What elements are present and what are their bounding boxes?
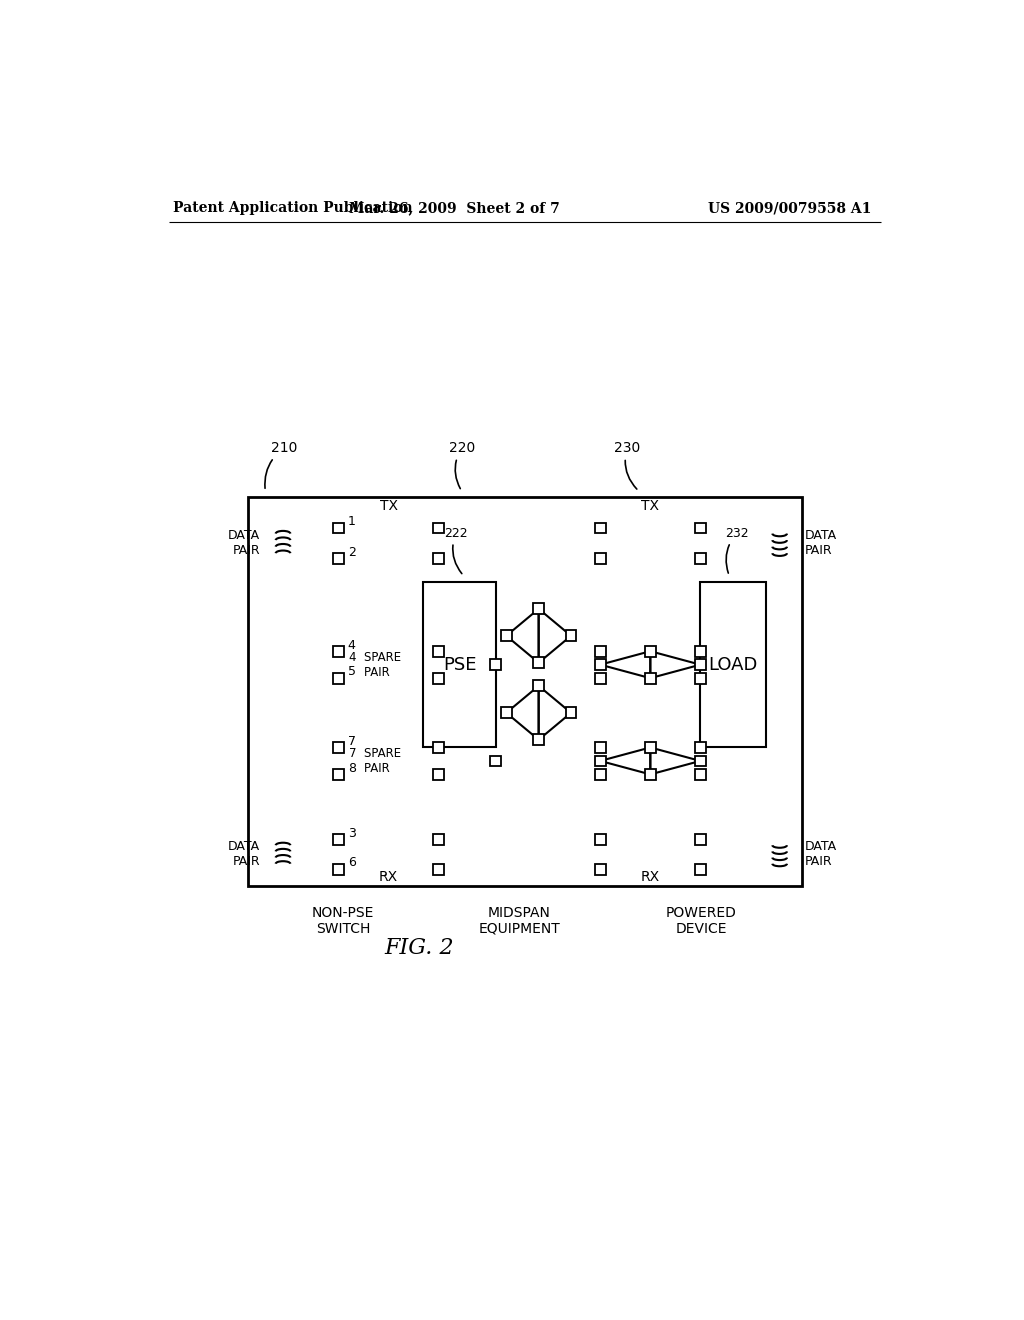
Text: DATA
PAIR: DATA PAIR <box>227 529 260 557</box>
Bar <box>490 659 501 671</box>
Text: DATA
PAIR: DATA PAIR <box>227 841 260 869</box>
Bar <box>695 834 706 845</box>
Bar <box>565 631 577 642</box>
Text: 232: 232 <box>725 527 749 573</box>
Bar <box>501 631 512 642</box>
Bar <box>595 834 605 845</box>
Text: 4: 4 <box>348 639 355 652</box>
Text: POWERED
DEVICE: POWERED DEVICE <box>666 906 736 936</box>
Bar <box>695 863 706 875</box>
Text: RX: RX <box>641 870 659 884</box>
Bar <box>433 673 444 684</box>
Bar <box>423 582 497 747</box>
Bar <box>490 755 501 767</box>
Bar <box>595 742 605 752</box>
Bar <box>595 673 605 684</box>
Text: 5: 5 <box>348 665 355 678</box>
Text: RX: RX <box>379 870 398 884</box>
Bar <box>695 742 706 752</box>
Text: US 2009/0079558 A1: US 2009/0079558 A1 <box>708 202 871 215</box>
Bar <box>248 498 802 886</box>
Bar <box>433 863 444 875</box>
Text: 222: 222 <box>444 527 468 574</box>
Bar <box>595 755 605 767</box>
Bar <box>433 834 444 845</box>
Bar <box>595 523 605 533</box>
Bar <box>433 742 444 752</box>
Text: LOAD: LOAD <box>709 656 758 673</box>
Bar <box>534 681 544 692</box>
Text: 210: 210 <box>265 441 298 488</box>
Bar <box>645 645 655 656</box>
Bar <box>695 673 706 684</box>
Text: TX: TX <box>641 499 659 513</box>
Text: MIDSPAN
EQUIPMENT: MIDSPAN EQUIPMENT <box>478 906 560 936</box>
Bar <box>645 742 655 752</box>
Bar <box>433 553 444 564</box>
Bar <box>595 553 605 564</box>
Bar <box>595 863 605 875</box>
Bar <box>695 553 706 564</box>
Text: Patent Application Publication: Patent Application Publication <box>173 202 413 215</box>
Text: DATA
PAIR: DATA PAIR <box>804 841 837 869</box>
Text: 4  SPARE
    PAIR: 4 SPARE PAIR <box>349 651 401 678</box>
Text: DATA
PAIR: DATA PAIR <box>804 529 837 557</box>
Bar <box>333 863 344 875</box>
Bar <box>433 645 444 656</box>
Bar <box>695 523 706 533</box>
Bar <box>645 770 655 780</box>
Text: 1: 1 <box>348 515 355 528</box>
Text: FIG. 2: FIG. 2 <box>384 937 454 958</box>
Text: 7  SPARE
    PAIR: 7 SPARE PAIR <box>349 747 401 775</box>
Bar <box>695 770 706 780</box>
Bar <box>333 673 344 684</box>
Bar <box>695 755 706 767</box>
Text: 7: 7 <box>348 735 355 748</box>
Bar <box>595 645 605 656</box>
Text: TX: TX <box>380 499 397 513</box>
Text: Mar. 26, 2009  Sheet 2 of 7: Mar. 26, 2009 Sheet 2 of 7 <box>348 202 559 215</box>
Text: 8: 8 <box>348 762 355 775</box>
Bar <box>595 770 605 780</box>
Bar <box>700 582 766 747</box>
Text: NON-PSE
SWITCH: NON-PSE SWITCH <box>312 906 374 936</box>
Text: 6: 6 <box>348 857 355 870</box>
Text: 2: 2 <box>348 546 355 560</box>
Text: PSE: PSE <box>443 656 476 673</box>
Bar <box>333 645 344 656</box>
Bar <box>695 645 706 656</box>
Bar <box>333 770 344 780</box>
Bar <box>433 770 444 780</box>
Bar <box>565 708 577 718</box>
Text: 230: 230 <box>614 441 640 490</box>
Bar <box>534 734 544 744</box>
Bar <box>501 708 512 718</box>
Bar <box>333 553 344 564</box>
Bar <box>534 657 544 668</box>
Bar <box>645 673 655 684</box>
Bar <box>595 659 605 671</box>
Bar <box>333 742 344 752</box>
Bar <box>333 523 344 533</box>
Bar <box>433 523 444 533</box>
Bar <box>534 603 544 614</box>
Text: 3: 3 <box>348 828 355 841</box>
Bar <box>695 659 706 671</box>
Text: 220: 220 <box>449 441 475 488</box>
Bar <box>333 834 344 845</box>
